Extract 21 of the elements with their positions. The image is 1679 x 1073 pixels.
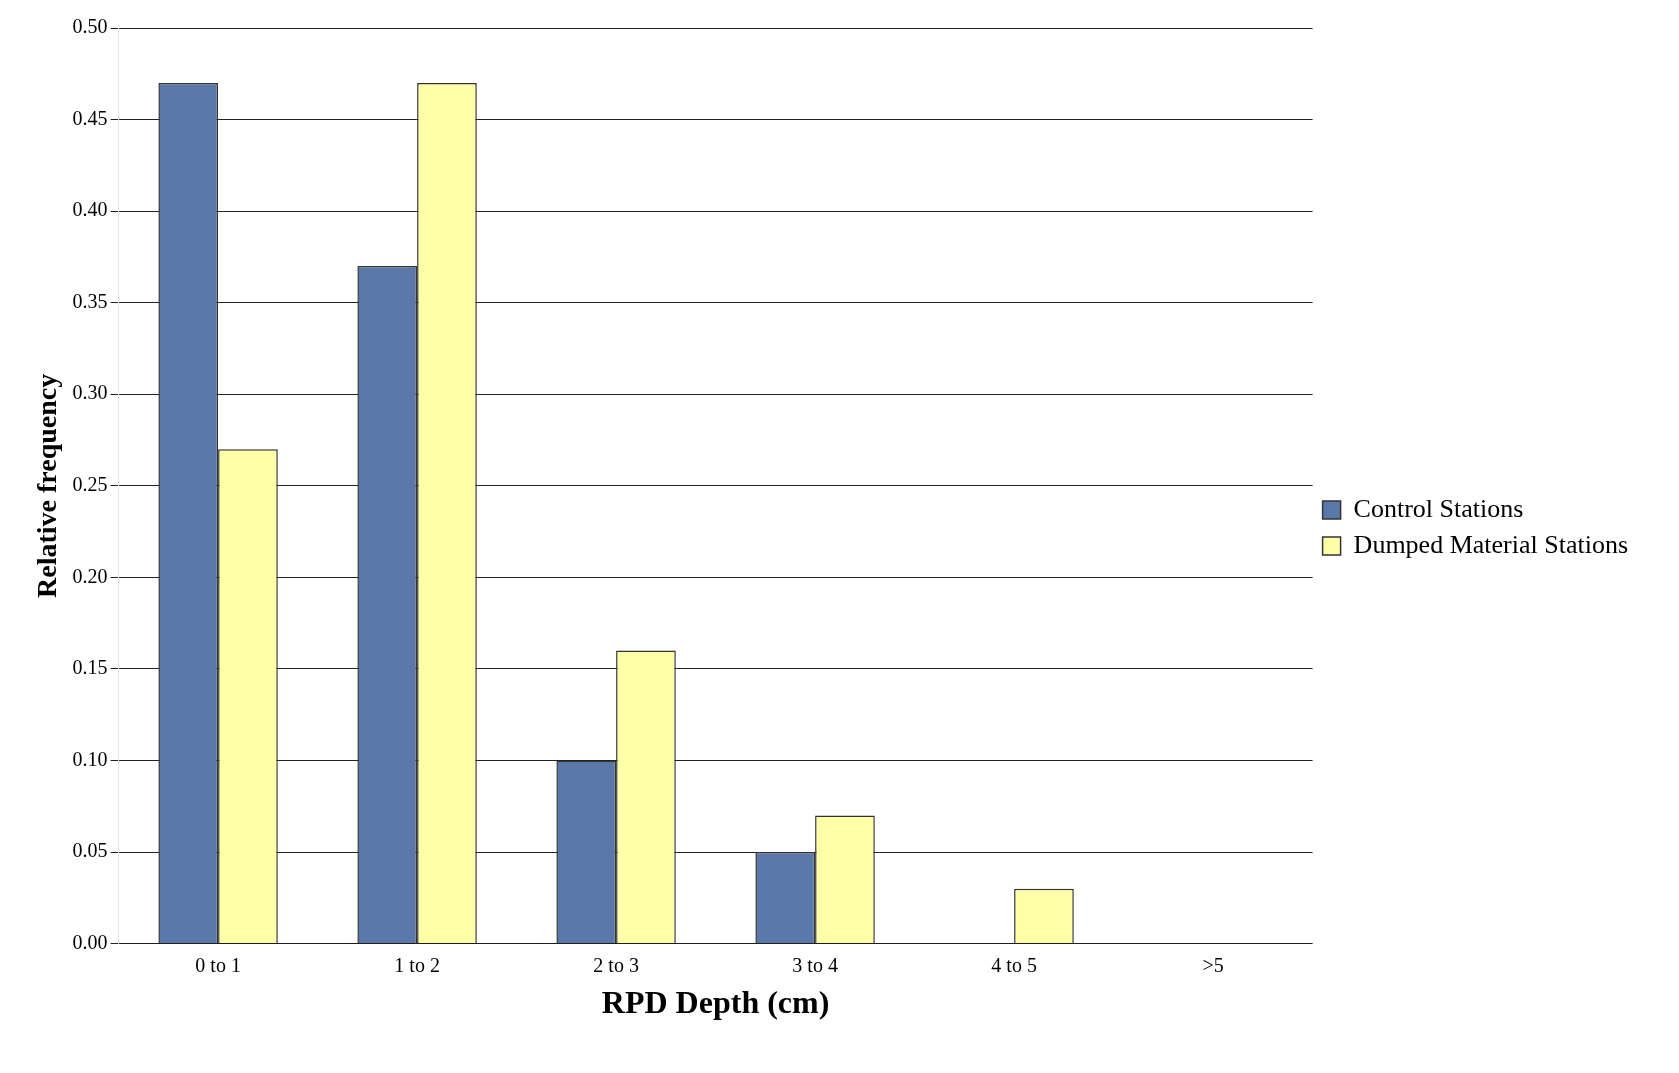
- y-tick-label: 0.20: [72, 564, 108, 587]
- x-tick-label: >5: [1202, 953, 1224, 976]
- x-tick-label: 0 to 1: [195, 953, 241, 976]
- y-tick-label: 0.35: [72, 289, 108, 312]
- y-axis-title: Relative frequency: [31, 373, 63, 598]
- x-tick-label: 4 to 5: [991, 953, 1037, 976]
- x-axis-title: RPD Depth (cm): [601, 984, 830, 1021]
- legend-label: Dumped Material Stations: [1353, 529, 1629, 559]
- legend-label: Control Stations: [1353, 493, 1524, 523]
- y-tick-label: 0.45: [72, 106, 108, 129]
- x-tick-label: 2 to 3: [593, 953, 639, 976]
- y-tick-label: 0.25: [72, 473, 108, 496]
- x-tick-label: 1 to 2: [394, 953, 440, 976]
- x-tick-label: 3 to 4: [792, 953, 838, 976]
- y-tick-label: 0.50: [72, 15, 108, 38]
- y-tick-label: 0.00: [72, 930, 108, 953]
- y-tick-label: 0.10: [72, 747, 108, 770]
- y-tick-label: 0.15: [72, 656, 108, 679]
- y-tick-label: 0.30: [72, 381, 108, 404]
- y-tick-label: 0.40: [72, 198, 108, 221]
- y-tick-label: 0.05: [72, 839, 108, 862]
